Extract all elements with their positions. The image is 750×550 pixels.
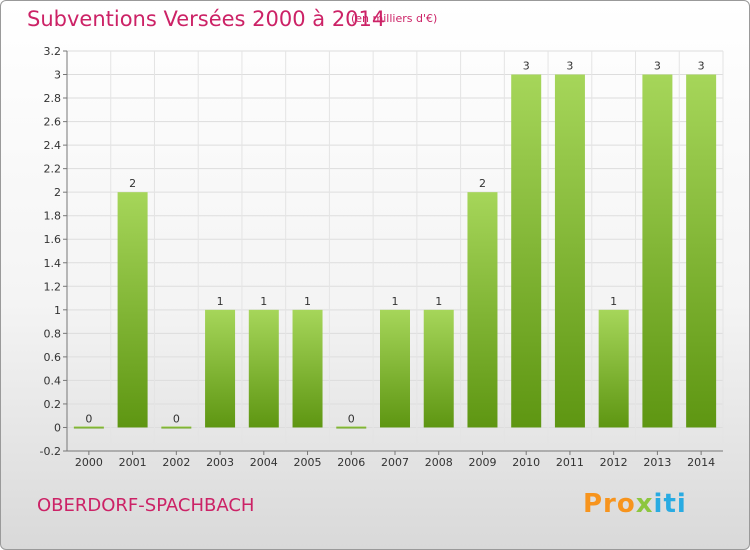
x-tick-label: 2000 — [75, 456, 103, 469]
y-tick-label: 1.8 — [44, 210, 62, 223]
bar — [292, 309, 323, 428]
data-label: 1 — [392, 295, 399, 308]
bar — [642, 74, 673, 428]
y-tick-label: 2.6 — [44, 116, 62, 129]
chart-subtitle: (en milliers d'€) — [351, 12, 438, 25]
data-label: 3 — [523, 60, 530, 73]
y-tick-label: 0.2 — [44, 398, 62, 411]
bar — [336, 426, 367, 429]
commune-name: OBERDORF-SPACHBACH — [37, 495, 255, 516]
bar — [598, 309, 629, 428]
bar — [554, 74, 585, 428]
x-tick-label: 2010 — [512, 456, 540, 469]
data-label: 1 — [610, 295, 617, 308]
x-tick-label: 2006 — [337, 456, 365, 469]
x-tick-label: 2009 — [468, 456, 496, 469]
x-tick-label: 2002 — [162, 456, 190, 469]
data-label: 1 — [260, 295, 267, 308]
y-tick-label: 0.4 — [44, 374, 62, 387]
proxiti-logo: Proxiti — [583, 489, 687, 519]
y-tick-label: 1.6 — [44, 233, 62, 246]
x-tick-label: 2014 — [687, 456, 715, 469]
data-label: 1 — [217, 295, 224, 308]
data-label: 0 — [348, 412, 355, 425]
y-tick-label: 0 — [54, 421, 61, 434]
y-tick-label: 1.2 — [44, 280, 62, 293]
bars — [73, 74, 717, 429]
chart-title: Subventions Versées 2000 à 2014 — [27, 7, 386, 31]
y-tick-label: 3 — [54, 69, 61, 82]
data-label: 0 — [173, 412, 180, 425]
y-tick-label: 2.8 — [44, 92, 62, 105]
y-tick-label: 3.2 — [44, 45, 62, 58]
y-tick-label: 0.6 — [44, 351, 62, 364]
labels: -0.2 0 0.2 0.4 0.6 0.8 1 1.2 1.4 1.6 1.8 2 2.2 2.4 2.6… — [40, 45, 716, 469]
x-tick-label: 2013 — [643, 456, 671, 469]
x-tick-label: 2001 — [119, 456, 147, 469]
y-tick-label: 2 — [54, 186, 61, 199]
data-label: 0 — [85, 412, 92, 425]
bar — [686, 74, 717, 428]
axes — [63, 50, 723, 455]
x-tick-label: 2012 — [600, 456, 628, 469]
x-tick-label: 2007 — [381, 456, 409, 469]
y-tick-label: 2.2 — [44, 163, 62, 176]
x-tick-label: 2008 — [425, 456, 453, 469]
bar — [161, 426, 192, 429]
bar — [248, 309, 279, 428]
x-tick-label: 2003 — [206, 456, 234, 469]
data-label: 3 — [566, 60, 573, 73]
x-tick-label: 2005 — [294, 456, 322, 469]
y-tick-label: 2.4 — [44, 139, 62, 152]
x-tick-label: 2004 — [250, 456, 278, 469]
y-tick-label: 0.8 — [44, 327, 62, 340]
bar — [467, 192, 498, 428]
data-label: 3 — [698, 60, 705, 73]
bar — [117, 192, 148, 428]
y-tick-label: 1.4 — [44, 257, 62, 270]
data-label: 1 — [435, 295, 442, 308]
bar — [205, 309, 236, 428]
bar — [380, 309, 410, 428]
y-tick-label: -0.2 — [40, 445, 61, 458]
bar — [511, 74, 542, 428]
data-label: 3 — [654, 60, 661, 73]
data-label: 2 — [479, 177, 486, 190]
bar — [73, 426, 104, 429]
data-label: 2 — [129, 177, 136, 190]
y-tick-label: 1 — [54, 304, 61, 317]
x-tick-label: 2011 — [556, 456, 584, 469]
bar — [423, 309, 454, 428]
data-label: 1 — [304, 295, 311, 308]
